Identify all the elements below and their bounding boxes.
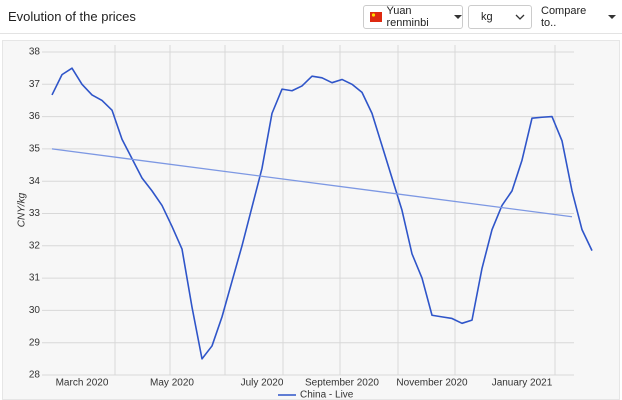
y-tick-label: 32 — [29, 240, 41, 251]
vertical-grid — [114, 45, 556, 375]
unit-label: kg — [481, 11, 493, 23]
y-axis-label: CNY/kg — [17, 192, 28, 227]
x-tick-label: July 2020 — [241, 378, 284, 389]
x-tick-label: January 2021 — [492, 378, 553, 389]
y-tick-label: 37 — [29, 79, 41, 90]
x-tick-label: November 2020 — [396, 378, 468, 389]
dropdown-arrow — [515, 14, 525, 20]
trend-line — [51, 148, 573, 218]
x-tick-label: March 2020 — [56, 378, 109, 389]
y-tick-label: 38 — [29, 47, 41, 58]
x-tick-label: May 2020 — [150, 378, 194, 389]
legend-label: China - Live — [300, 390, 354, 400]
header: Evolution of the prices Yuan renminbi kg… — [0, 0, 622, 34]
y-tick-label: 28 — [29, 370, 41, 381]
compare-select[interactable]: Compare to.. — [535, 5, 617, 29]
y-tick-label: 30 — [29, 305, 41, 316]
currency-select[interactable]: Yuan renminbi — [363, 5, 463, 29]
currency-label: Yuan renminbi — [386, 5, 429, 29]
dropdown-arrow — [454, 15, 462, 19]
y-tick-label: 35 — [29, 144, 41, 155]
y-tick-label: 34 — [29, 176, 41, 187]
x-tick-label: September 2020 — [305, 378, 379, 389]
price-line — [51, 67, 593, 360]
chart-panel — [2, 40, 620, 400]
unit-select[interactable]: kg — [468, 5, 532, 29]
page-title: Evolution of the prices — [8, 9, 136, 24]
y-tick-label: 33 — [29, 208, 41, 219]
y-tick-label: 31 — [29, 273, 41, 284]
y-tick-label: 36 — [29, 111, 41, 122]
compare-label: Compare to.. — [541, 5, 587, 29]
y-tick-label: 29 — [29, 337, 41, 348]
flag-icon — [370, 12, 383, 22]
dropdown-arrow — [608, 15, 617, 19]
